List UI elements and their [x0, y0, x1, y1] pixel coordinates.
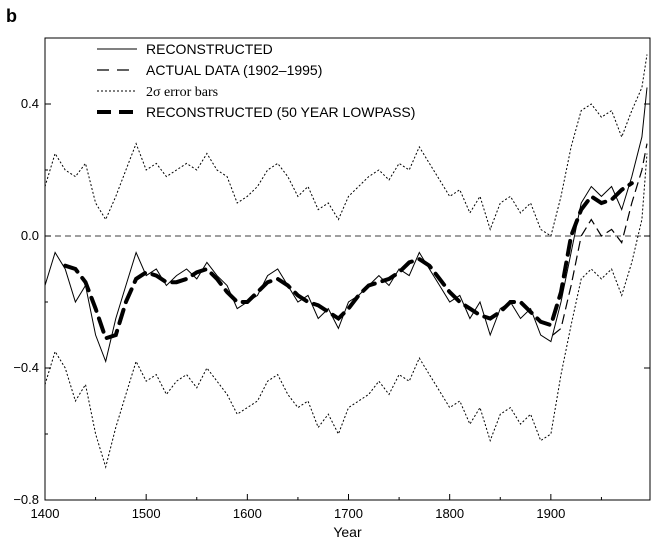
x-tick-label: 1400 [31, 506, 60, 521]
reconstructed-line [44, 87, 648, 364]
y-tick-label: −0.8 [13, 492, 39, 507]
x-tick-label: 1600 [233, 506, 262, 521]
lowpass-line [63, 181, 634, 341]
x-tick-label: 1500 [132, 506, 161, 521]
x-tick-label: 1900 [536, 506, 565, 521]
x-tick-label: 1700 [334, 506, 363, 521]
error-bar-lower [44, 153, 648, 469]
actual-data-line [552, 143, 648, 336]
legend-label: RECONSTRUCTED (50 YEAR LOWPASS) [146, 104, 415, 120]
y-tick-label: 0.0 [21, 228, 39, 243]
legend: RECONSTRUCTED ACTUAL DATA (1902–1995) 2σ e… [97, 41, 415, 120]
y-tick-label: −0.4 [13, 360, 39, 375]
panel-label: b [6, 6, 17, 26]
reconstructed-layer [44, 87, 648, 364]
legend-label: 2σ error bars [146, 85, 218, 100]
actual-data-layer [552, 143, 648, 336]
x-axis-label: Year [333, 524, 362, 540]
axis-ticks: 1400 1500 1600 1700 1800 1900 0.4 0.0 −0.4 −0.8 [13, 96, 650, 521]
lowpass-layer [63, 181, 634, 341]
legend-label: ACTUAL DATA (1902–1995) [146, 62, 322, 78]
x-tick-label: 1800 [435, 506, 464, 521]
legend-label: RECONSTRUCTED [146, 41, 273, 57]
y-tick-label: 0.4 [21, 96, 39, 111]
error-bar-upper [44, 54, 648, 237]
plot-frame [44, 37, 651, 501]
